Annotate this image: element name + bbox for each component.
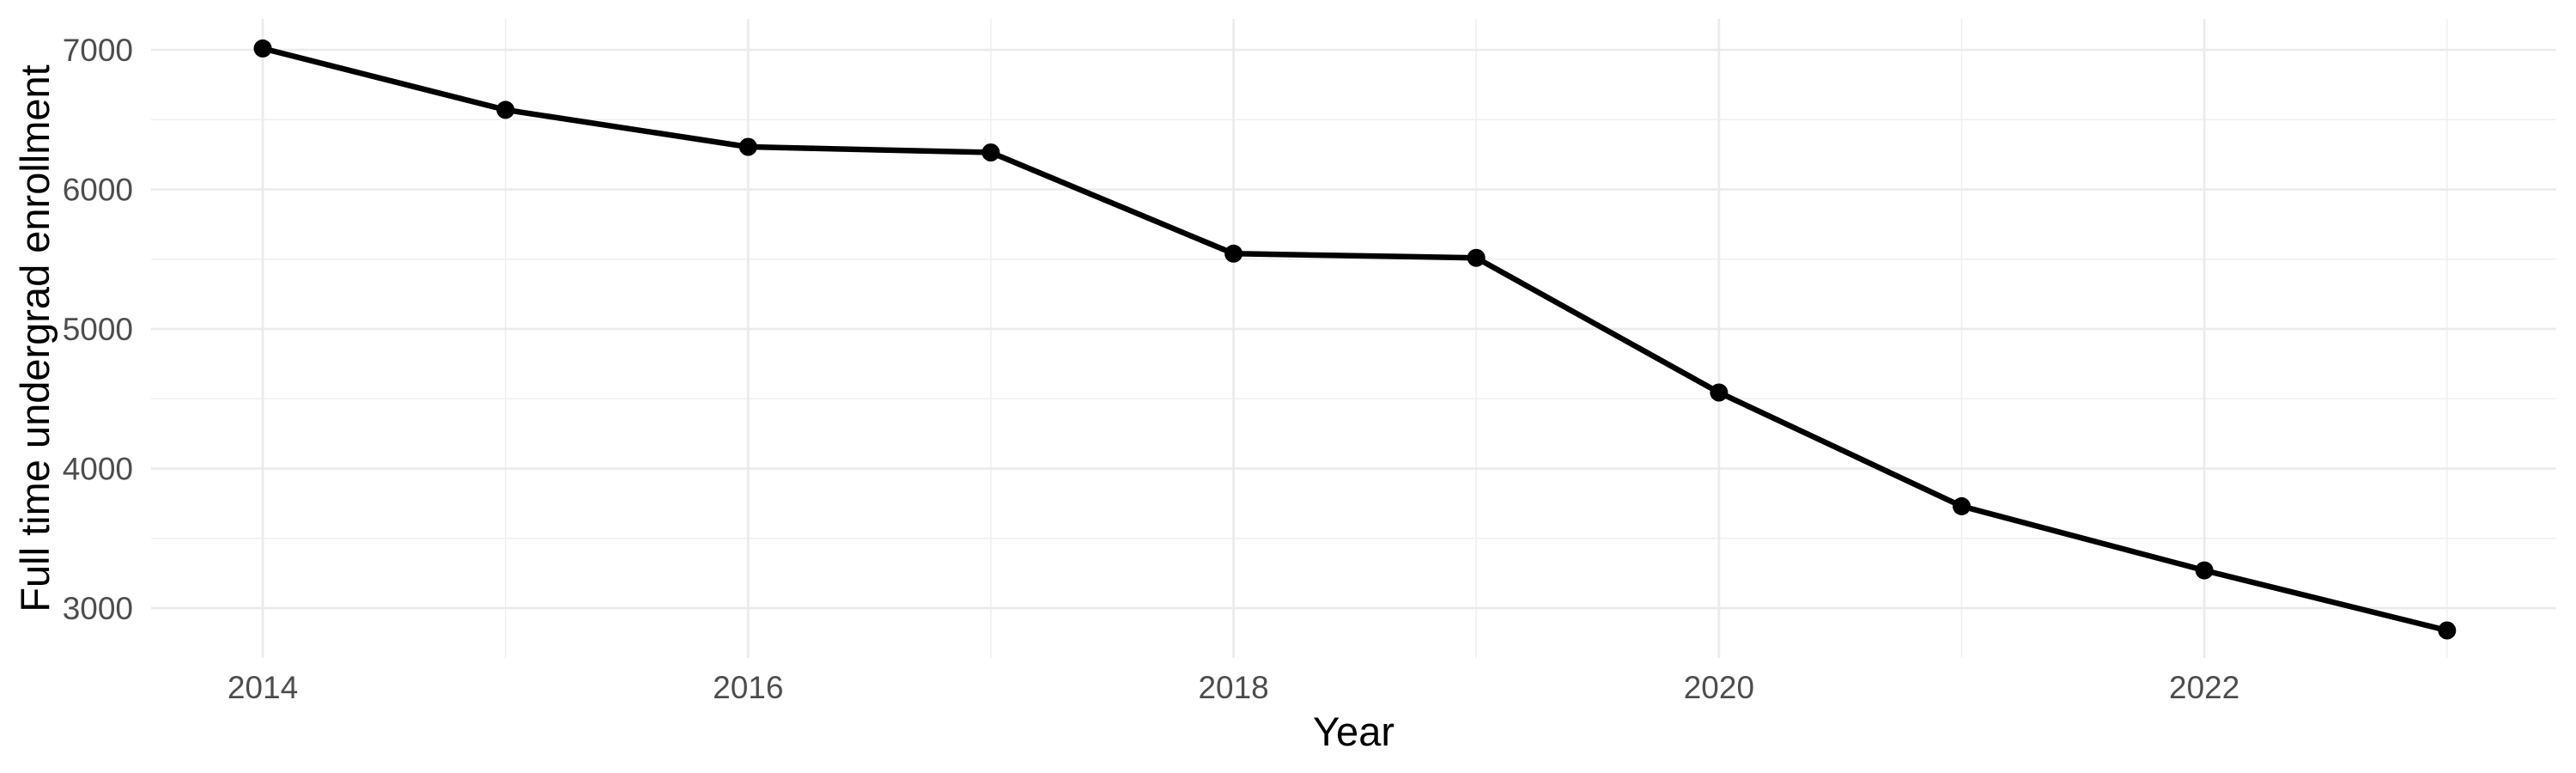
y-tick-label: 3000 <box>63 591 133 626</box>
data-point <box>738 137 757 156</box>
data-point <box>1467 248 1485 267</box>
data-point <box>1953 496 1971 515</box>
data-point <box>253 39 272 58</box>
major-gridlines <box>151 19 2556 658</box>
data-points <box>253 39 2457 640</box>
x-tick-label: 2022 <box>2169 670 2239 705</box>
data-point <box>1224 244 1243 263</box>
x-tick-label: 2016 <box>713 670 783 705</box>
enrollment-trend-line <box>262 46 2448 634</box>
data-point <box>981 143 1000 161</box>
data-point <box>2438 621 2457 640</box>
x-axis-tick-labels: 2014 2016 2018 2020 2022 <box>228 670 2240 705</box>
data-point <box>2195 561 2214 580</box>
data-point <box>1710 383 1728 402</box>
y-tick-label: 5000 <box>63 312 133 347</box>
y-axis-tick-labels: 3000 4000 5000 6000 7000 <box>63 33 133 626</box>
y-axis-title: Full time undergrad enrollment <box>12 64 58 612</box>
y-tick-label: 6000 <box>63 173 133 208</box>
x-tick-label: 2014 <box>228 670 298 705</box>
data-point <box>496 100 515 119</box>
y-tick-label: 4000 <box>63 452 133 487</box>
x-axis-title: Year <box>1313 709 1394 754</box>
x-tick-label: 2018 <box>1198 670 1268 705</box>
x-tick-label: 2020 <box>1684 670 1754 705</box>
y-tick-label: 7000 <box>63 33 133 68</box>
